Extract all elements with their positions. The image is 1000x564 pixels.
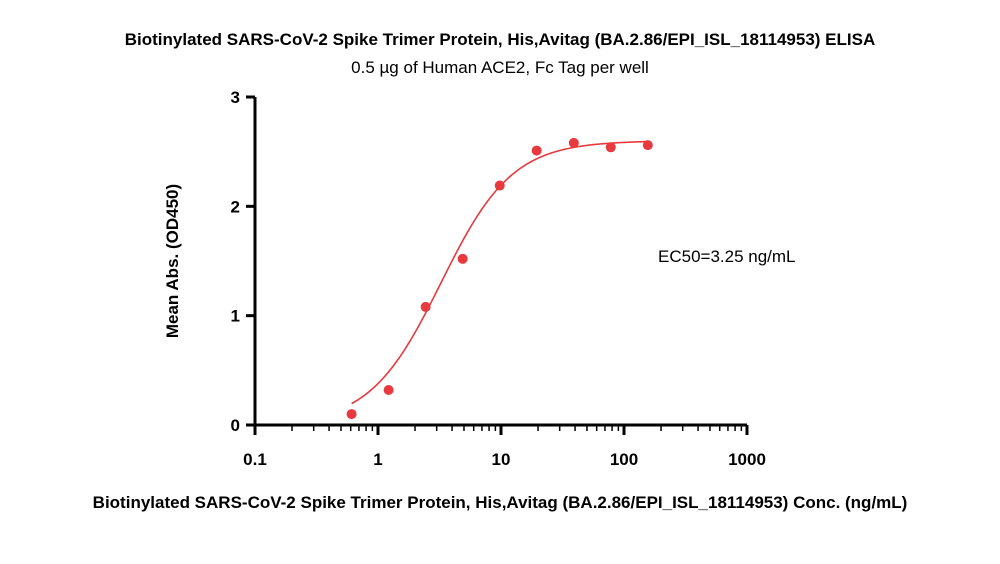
- x-ticks: 0.1 1 10 100 1000: [243, 425, 766, 469]
- data-point: [531, 145, 542, 156]
- x-tick-label: 100: [610, 450, 638, 469]
- data-point: [457, 253, 468, 264]
- data-point: [420, 301, 431, 312]
- y-axis-label: Mean Abs. (OD450): [163, 184, 182, 338]
- data-point: [568, 137, 579, 148]
- y-tick-label: 3: [231, 88, 240, 107]
- data-point: [494, 180, 505, 191]
- chart-title: Biotinylated SARS-CoV-2 Spike Trimer Pro…: [125, 30, 875, 49]
- x-axis-label: Biotinylated SARS-CoV-2 Spike Trimer Pro…: [93, 493, 908, 512]
- data-points: [346, 137, 653, 420]
- x-tick-label: 1000: [728, 450, 766, 469]
- chart-subtitle: 0.5 µg of Human ACE2, Fc Tag per well: [351, 58, 649, 77]
- data-point: [383, 385, 394, 396]
- x-tick-label: 0.1: [243, 450, 267, 469]
- data-point: [642, 140, 653, 151]
- x-tick-label: 10: [492, 450, 511, 469]
- data-point: [346, 409, 357, 420]
- y-tick-label: 2: [231, 197, 240, 216]
- y-tick-label: 0: [231, 416, 240, 435]
- x-tick-label: 1: [373, 450, 382, 469]
- y-ticks: 0 1 2 3: [231, 88, 255, 435]
- y-tick-label: 1: [231, 307, 240, 326]
- data-point: [605, 142, 616, 153]
- ec50-annotation: EC50=3.25 ng/mL: [658, 247, 796, 266]
